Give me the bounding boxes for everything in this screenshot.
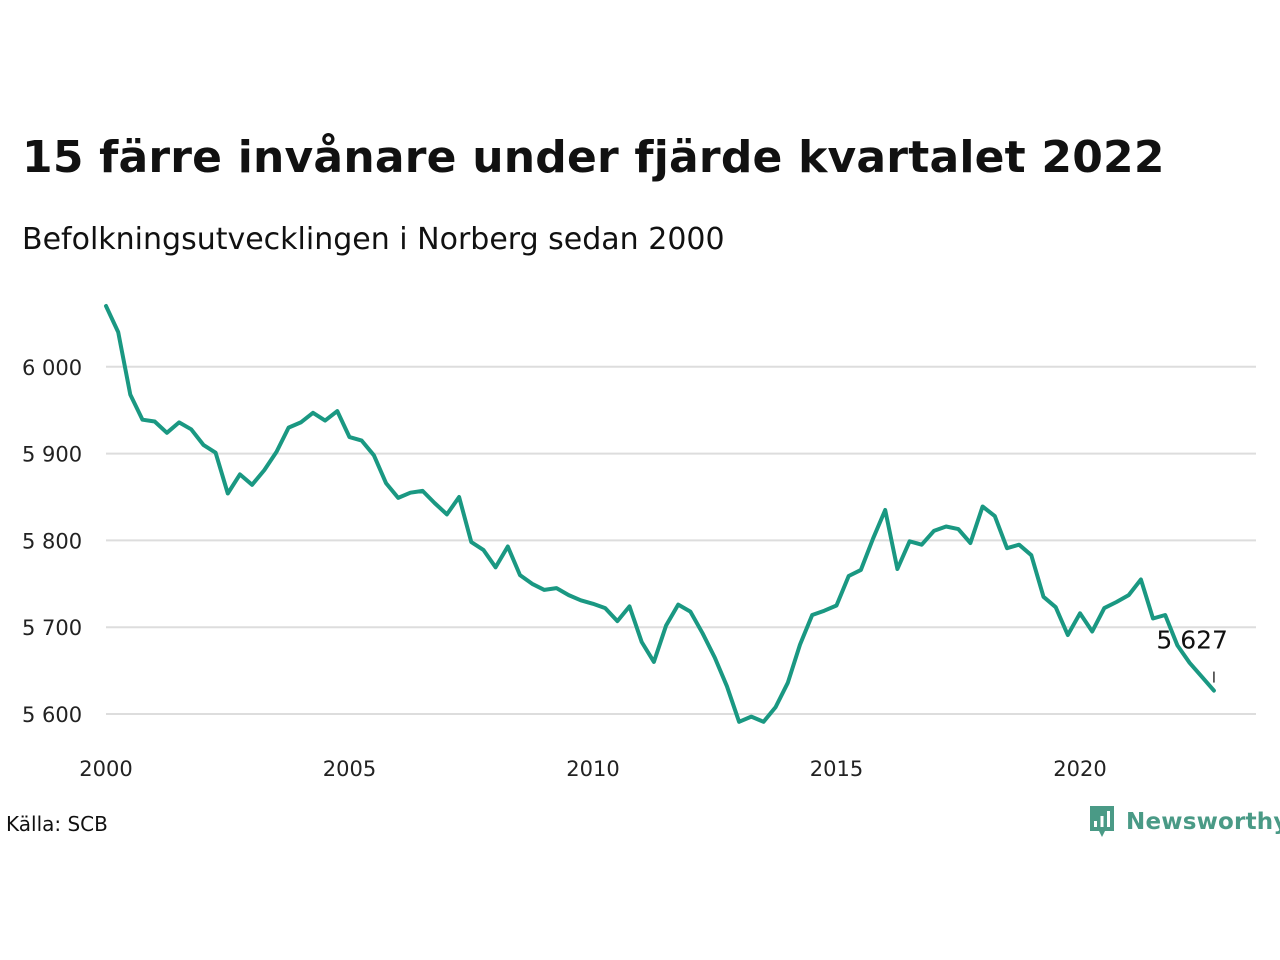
x-tick-label: 2020	[1053, 757, 1106, 781]
series-layer	[104, 304, 1216, 724]
x-tick-label: 2000	[79, 757, 132, 781]
last-value-label: 5 627	[1156, 626, 1228, 655]
x-axis-tick-labels: 2000 2005 2010 2015 2020	[79, 757, 1106, 781]
y-axis-tick-labels: 5 600 5 700 5 800 5 900 6 000	[22, 356, 82, 727]
y-tick-label: 5 600	[22, 703, 82, 727]
grid-lines	[106, 365, 1256, 715]
bar-chart-speech-bubble-icon	[1090, 806, 1114, 837]
brand-logo: Newsworthy	[1088, 802, 1280, 842]
y-tick-label: 5 900	[22, 443, 82, 467]
y-tick-label: 6 000	[22, 356, 82, 380]
annotation-layer: 5 627	[1156, 626, 1228, 683]
chart-subtitle: Befolkningsutvecklingen i Norberg sedan …	[22, 222, 725, 257]
y-tick-label: 5 700	[22, 616, 82, 640]
brand-name: Newsworthy	[1126, 809, 1280, 835]
source-note: Källa: SCB	[6, 812, 108, 836]
series-line	[104, 304, 1216, 724]
x-tick-label: 2015	[810, 757, 863, 781]
y-tick-label: 5 800	[22, 529, 82, 553]
x-tick-label: 2010	[566, 757, 619, 781]
x-tick-label: 2005	[323, 757, 376, 781]
chart-title: 15 färre invånare under fjärde kvartalet…	[22, 132, 1165, 183]
